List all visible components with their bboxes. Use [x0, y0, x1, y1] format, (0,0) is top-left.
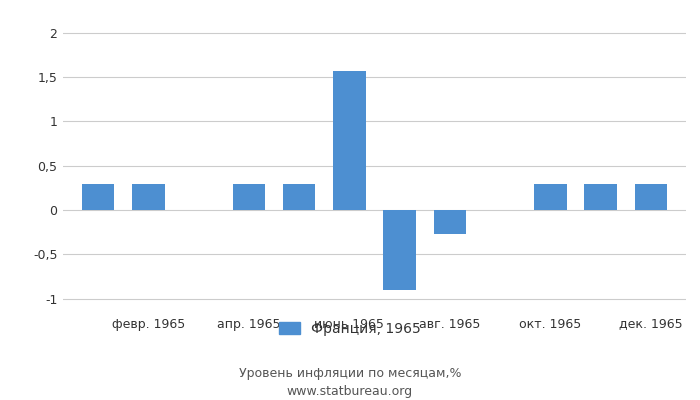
Bar — [132, 184, 164, 210]
Bar — [534, 184, 567, 210]
Bar — [384, 210, 416, 290]
Text: Уровень инфляции по месяцам,%: Уровень инфляции по месяцам,% — [239, 368, 461, 380]
Legend: Франция, 1965: Франция, 1965 — [274, 316, 426, 341]
Bar — [283, 184, 316, 210]
Bar — [82, 184, 115, 210]
Bar — [333, 71, 365, 210]
Bar — [584, 184, 617, 210]
Bar — [232, 184, 265, 210]
Bar — [634, 184, 667, 210]
Bar — [433, 210, 466, 234]
Text: www.statbureau.org: www.statbureau.org — [287, 386, 413, 398]
